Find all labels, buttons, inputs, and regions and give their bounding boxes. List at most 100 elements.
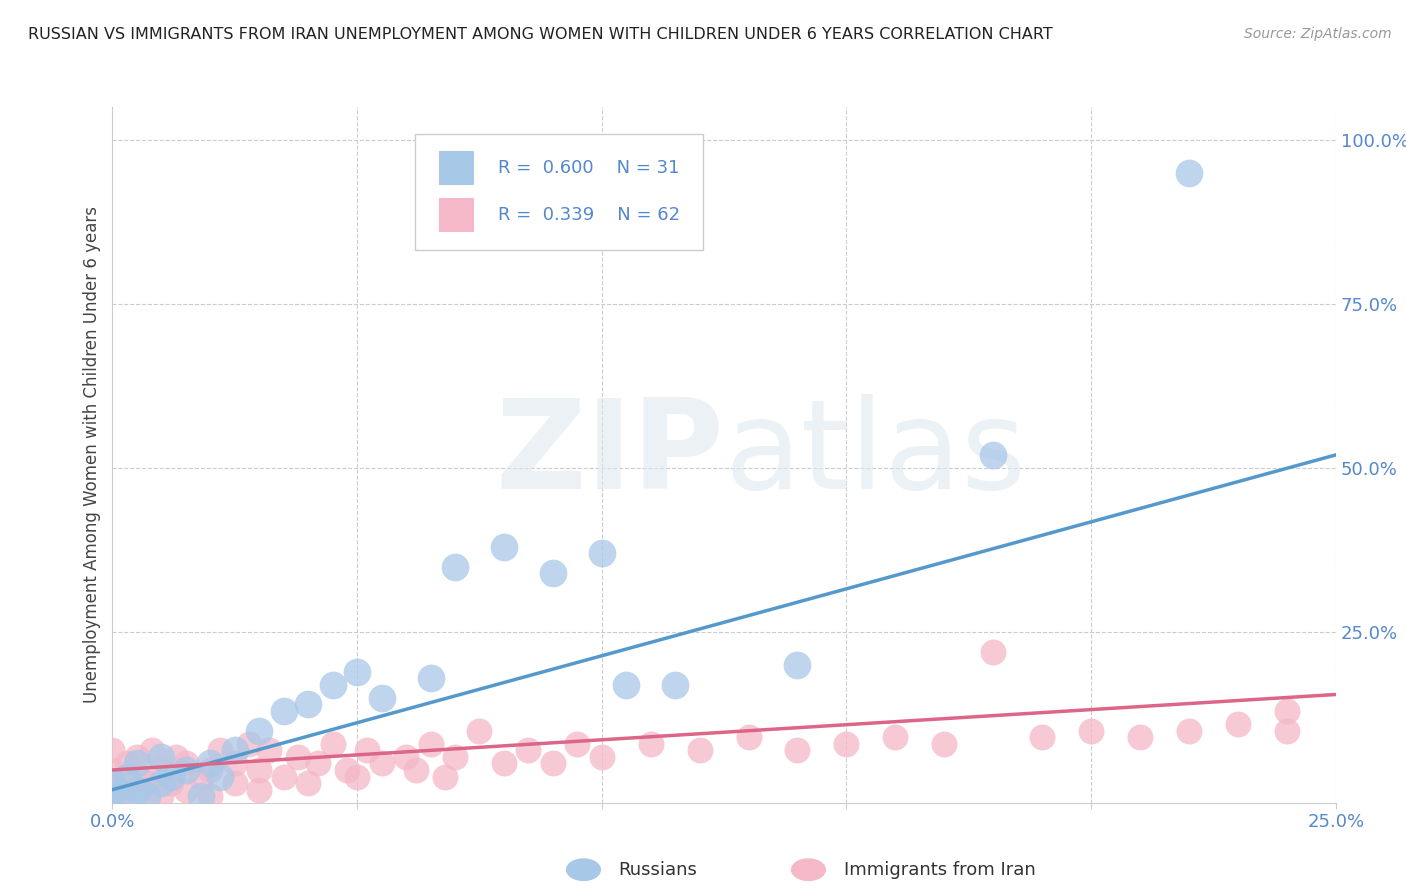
Point [1080, 723, 1102, 738]
Point [125, 782, 148, 797]
Point [125, 770, 148, 784]
Point [125, 749, 148, 764]
Point [111, 782, 134, 797]
Point [200, 756, 222, 771]
Point [567, 737, 589, 751]
Point [101, 789, 124, 804]
Point [224, 743, 246, 757]
Point [884, 730, 907, 744]
Point [468, 723, 491, 738]
Text: atlas: atlas [724, 394, 1026, 516]
Text: R =  0.600    N = 31: R = 0.600 N = 31 [498, 160, 679, 178]
Point [247, 763, 270, 777]
Point [150, 789, 173, 804]
Point [1178, 166, 1201, 180]
Point [174, 782, 197, 797]
Point [209, 770, 232, 784]
Point [981, 448, 1004, 462]
Point [307, 756, 329, 771]
Point [492, 756, 515, 771]
Point [247, 782, 270, 797]
Point [614, 678, 637, 692]
Text: Source: ZipAtlas.com: Source: ZipAtlas.com [1244, 27, 1392, 41]
Point [1226, 717, 1249, 731]
Point [150, 776, 173, 790]
Text: RUSSIAN VS IMMIGRANTS FROM IRAN UNEMPLOYMENT AMONG WOMEN WITH CHILDREN UNDER 6 Y: RUSSIAN VS IMMIGRANTS FROM IRAN UNEMPLOY… [28, 27, 1053, 42]
Point [934, 737, 956, 751]
Point [115, 770, 138, 784]
Point [405, 763, 427, 777]
Point [224, 756, 246, 771]
Point [395, 749, 418, 764]
Point [541, 756, 564, 771]
Point [273, 704, 295, 718]
Text: R =  0.339    N = 62: R = 0.339 N = 62 [498, 206, 681, 224]
Point [174, 756, 197, 771]
Point [835, 737, 858, 751]
Point [346, 665, 368, 679]
Point [492, 540, 515, 554]
Point [135, 776, 157, 790]
Point [981, 645, 1004, 659]
Point [640, 737, 662, 751]
Point [125, 756, 148, 771]
Point [238, 737, 260, 751]
Point [1275, 704, 1298, 718]
Point [322, 737, 344, 751]
Text: Immigrants from Iran: Immigrants from Iran [844, 861, 1035, 879]
Point [224, 776, 246, 790]
Point [786, 657, 808, 672]
Point [591, 749, 613, 764]
Point [111, 789, 134, 804]
Point [101, 763, 124, 777]
Point [165, 749, 187, 764]
Point [517, 743, 540, 757]
Point [322, 678, 344, 692]
Point [115, 756, 138, 771]
Point [1129, 730, 1152, 744]
Point [257, 743, 280, 757]
Point [297, 698, 319, 712]
Point [336, 763, 359, 777]
Point [1275, 723, 1298, 738]
Point [247, 723, 270, 738]
Point [297, 776, 319, 790]
Point [190, 789, 212, 804]
Point [287, 749, 309, 764]
Point [200, 763, 222, 777]
Point [1178, 723, 1201, 738]
Point [541, 566, 564, 580]
Point [125, 789, 148, 804]
Point [190, 770, 212, 784]
Point [786, 743, 808, 757]
Point [209, 743, 232, 757]
Point [141, 743, 163, 757]
Point [101, 789, 124, 804]
Point [444, 559, 467, 574]
Point [200, 789, 222, 804]
Point [1031, 730, 1053, 744]
Y-axis label: Unemployment Among Women with Children Under 6 years: Unemployment Among Women with Children U… [83, 206, 101, 704]
Point [591, 546, 613, 560]
Point [356, 743, 378, 757]
Point [101, 776, 124, 790]
Text: ZIP: ZIP [495, 394, 724, 516]
Point [370, 756, 392, 771]
Point [160, 776, 183, 790]
Point [419, 671, 441, 685]
Point [664, 678, 686, 692]
Point [737, 730, 759, 744]
Text: Russians: Russians [619, 861, 697, 879]
Point [101, 743, 124, 757]
Point [135, 789, 157, 804]
Point [689, 743, 711, 757]
Point [444, 749, 467, 764]
Point [150, 763, 173, 777]
Point [273, 770, 295, 784]
Point [174, 763, 197, 777]
Point [370, 690, 392, 705]
Point [346, 770, 368, 784]
Point [160, 770, 183, 784]
Point [434, 770, 457, 784]
Point [419, 737, 441, 751]
